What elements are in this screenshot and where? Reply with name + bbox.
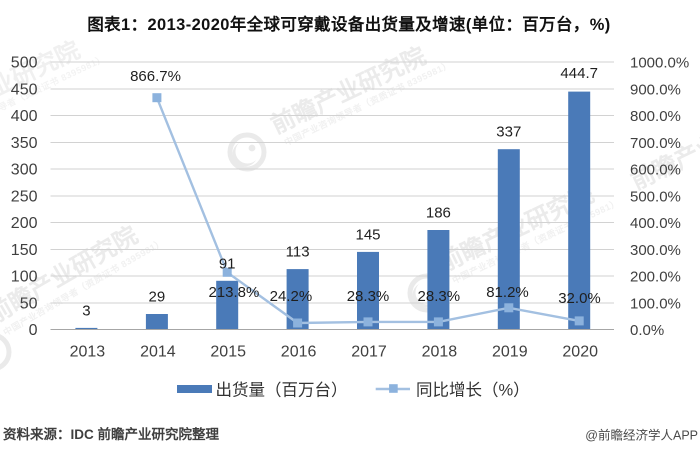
svg-text:900.0%: 900.0% (630, 81, 681, 98)
svg-text:2017: 2017 (351, 344, 387, 361)
svg-text:2013: 2013 (70, 344, 106, 361)
svg-text:145: 145 (355, 226, 380, 243)
svg-text:50: 50 (20, 295, 38, 312)
svg-text:213.8%: 213.8% (208, 284, 259, 301)
svg-text:866.7%: 866.7% (130, 68, 181, 85)
svg-text:200.0%: 200.0% (630, 269, 681, 286)
svg-text:400.0%: 400.0% (630, 215, 681, 232)
svg-text:300: 300 (11, 162, 38, 179)
svg-text:32.0%: 32.0% (558, 290, 601, 307)
svg-text:29: 29 (149, 289, 166, 306)
svg-text:2018: 2018 (422, 344, 458, 361)
svg-text:2014: 2014 (140, 344, 176, 361)
svg-text:800.0%: 800.0% (630, 108, 681, 125)
svg-text:2015: 2015 (210, 344, 246, 361)
svg-text:2019: 2019 (492, 344, 528, 361)
svg-text:337: 337 (496, 124, 521, 141)
svg-text:81.2%: 81.2% (486, 284, 529, 301)
svg-text:资料来源：IDC 前瞻产业研究院整理: 资料来源：IDC 前瞻产业研究院整理 (3, 426, 219, 442)
svg-text:3: 3 (82, 302, 90, 319)
svg-text:113: 113 (286, 244, 310, 261)
svg-text:28.3%: 28.3% (347, 288, 390, 305)
svg-text:24.2%: 24.2% (270, 288, 313, 305)
svg-text:@前瞻经济学人APP: @前瞻经济学人APP (585, 427, 698, 442)
svg-text:186: 186 (426, 205, 451, 222)
svg-text:300.0%: 300.0% (630, 242, 681, 259)
svg-text:200: 200 (11, 215, 38, 232)
svg-text:250: 250 (11, 188, 38, 205)
svg-text:350: 350 (11, 135, 38, 152)
svg-text:28.3%: 28.3% (418, 288, 461, 305)
svg-text:出货量（百万台）: 出货量（百万台） (216, 381, 348, 400)
svg-text:0: 0 (29, 322, 38, 339)
svg-text:150: 150 (11, 242, 38, 259)
svg-text:同比增长（%）: 同比增长（%） (416, 381, 530, 400)
svg-text:700.0%: 700.0% (630, 135, 681, 152)
svg-text:1000.0%: 1000.0% (630, 55, 689, 72)
svg-text:2020: 2020 (562, 344, 598, 361)
svg-text:91: 91 (219, 255, 236, 272)
svg-text:444.7: 444.7 (560, 65, 598, 82)
svg-text:100: 100 (11, 269, 38, 286)
svg-text:图表1：2013-2020年全球可穿戴设备出货量及增速(单位: 图表1：2013-2020年全球可穿戴设备出货量及增速(单位：百万台，%) (87, 15, 610, 34)
svg-text:600.0%: 600.0% (630, 162, 681, 179)
svg-text:500: 500 (11, 55, 38, 72)
svg-text:450: 450 (11, 81, 38, 98)
svg-text:400: 400 (11, 108, 38, 125)
svg-text:0.0%: 0.0% (630, 322, 664, 339)
svg-text:500.0%: 500.0% (630, 188, 681, 205)
svg-text:2016: 2016 (281, 344, 317, 361)
svg-text:100.0%: 100.0% (630, 295, 681, 312)
